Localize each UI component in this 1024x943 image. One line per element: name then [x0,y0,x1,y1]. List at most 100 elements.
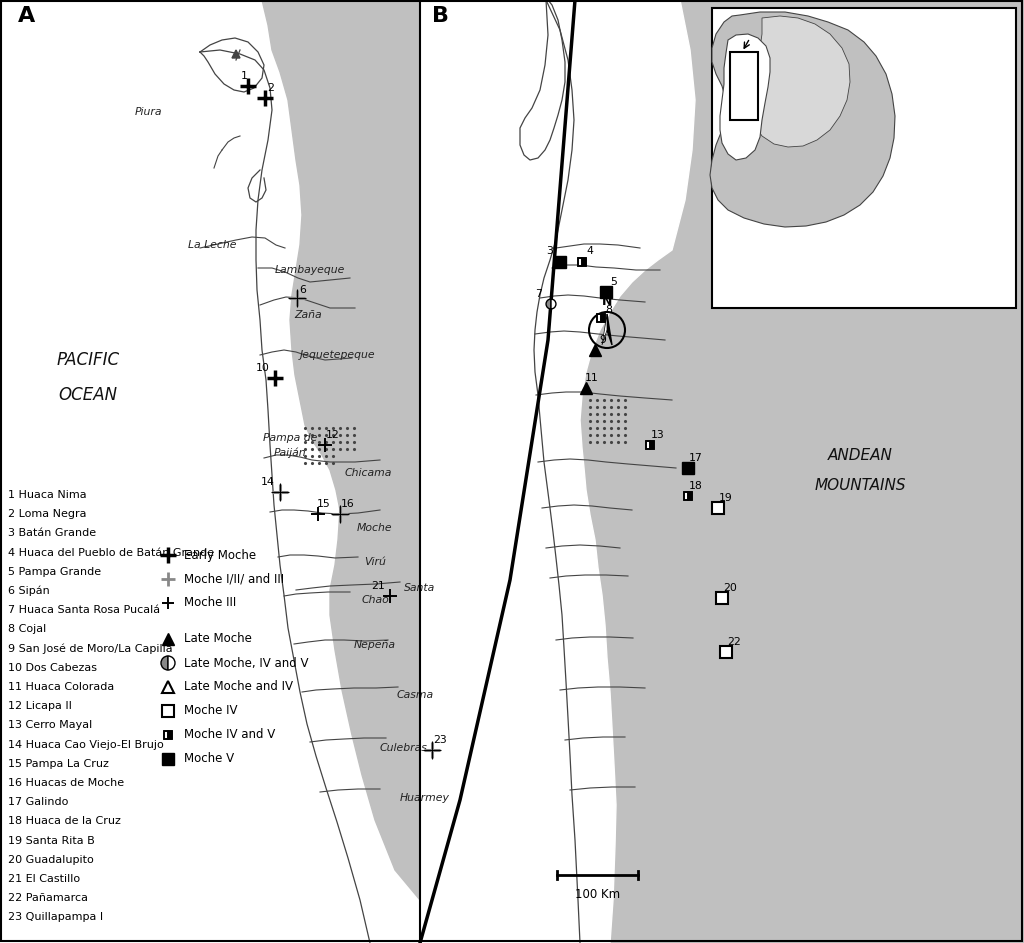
Text: 1 Huaca Nima: 1 Huaca Nima [8,490,87,500]
Text: Early Moche: Early Moche [184,549,256,561]
Polygon shape [420,0,1024,943]
Text: 21: 21 [371,581,385,591]
Polygon shape [750,16,850,147]
Text: Culebras: Culebras [379,743,427,753]
Text: 20 Guadalupito: 20 Guadalupito [8,854,94,865]
Text: 17: 17 [689,453,702,463]
Text: 19 Santa Rita B: 19 Santa Rita B [8,835,95,846]
Text: 14 Huaca Cao Viejo-El Brujo: 14 Huaca Cao Viejo-El Brujo [8,739,164,750]
Text: 17 Galindo: 17 Galindo [8,797,69,807]
Text: 3: 3 [547,246,553,256]
Text: 18: 18 [689,481,702,491]
Text: Paiján: Paiján [273,448,306,458]
Wedge shape [168,656,175,670]
Wedge shape [546,299,551,309]
Polygon shape [720,34,770,160]
Text: 22: 22 [727,637,741,647]
Text: 4 Huaca del Pueblo de Batán Grande: 4 Huaca del Pueblo de Batán Grande [8,548,214,557]
Text: 5: 5 [610,277,617,287]
Bar [597,314,601,323]
Bar [168,731,172,739]
Text: La Leche: La Leche [187,240,237,250]
Bar [578,258,586,266]
Polygon shape [0,0,420,943]
Wedge shape [551,299,556,309]
Bar [684,492,692,500]
Text: Late Moche and IV: Late Moche and IV [184,681,293,693]
Text: N: N [602,295,612,308]
Bar [164,731,168,739]
Polygon shape [602,314,607,345]
Text: Pampa de: Pampa de [263,433,317,443]
Text: Chao: Chao [361,595,389,605]
Bar [582,258,586,266]
Text: 23: 23 [433,735,446,745]
Text: 12: 12 [326,430,340,440]
Polygon shape [232,50,240,58]
Text: 7: 7 [536,289,543,299]
Text: 20: 20 [723,583,737,593]
Bar [712,8,1016,308]
Text: Piura: Piura [134,107,162,117]
Text: 6 Sipán: 6 Sipán [8,586,50,597]
Text: 6: 6 [300,285,306,295]
Text: 10 Dos Cabezas: 10 Dos Cabezas [8,663,97,672]
Text: 5 Pampa Grande: 5 Pampa Grande [8,567,101,577]
Wedge shape [161,656,168,670]
Text: Santa: Santa [404,583,435,593]
Text: 14: 14 [261,477,274,487]
Text: ANDEAN: ANDEAN [827,448,893,463]
Text: 3 Batán Grande: 3 Batán Grande [8,528,96,538]
Text: Late Moche, IV and V: Late Moche, IV and V [184,656,308,670]
Text: Casma: Casma [396,690,433,700]
Text: 7 Huaca Santa Rosa Pucalá: 7 Huaca Santa Rosa Pucalá [8,605,160,615]
Polygon shape [420,0,695,943]
Text: 10: 10 [256,363,270,373]
Text: Moche III: Moche III [184,597,237,609]
Text: 13: 13 [651,430,665,440]
Text: Virú: Virú [365,557,386,567]
Text: B: B [432,6,449,26]
Text: 18 Huaca de la Cruz: 18 Huaca de la Cruz [8,817,121,826]
Text: 13 Cerro Mayal: 13 Cerro Mayal [8,720,92,731]
Polygon shape [520,0,565,160]
Text: 1: 1 [241,71,248,81]
Bar [601,314,605,323]
Text: 9 San José de Moro/La Capilla: 9 San José de Moro/La Capilla [8,644,173,654]
Text: 23 Quillapampa I: 23 Quillapampa I [8,913,103,922]
Bar [646,441,654,449]
Text: 15 Pampa La Cruz: 15 Pampa La Cruz [8,759,109,769]
Text: 16 Huacas de Moche: 16 Huacas de Moche [8,778,124,788]
Bar [730,52,758,120]
Text: OCEAN: OCEAN [58,386,118,404]
Text: MOUNTAINS: MOUNTAINS [814,478,906,493]
Text: Moche IV: Moche IV [184,704,238,718]
Text: Moche IV and V: Moche IV and V [184,729,275,741]
Bar [650,441,654,449]
Text: A: A [18,6,35,26]
Bar [684,492,688,500]
Bar [646,441,650,449]
Text: 4: 4 [587,246,594,256]
Text: 11: 11 [585,373,599,383]
Text: 2: 2 [267,83,274,93]
Text: 8 Cojal: 8 Cojal [8,624,46,635]
Text: 11 Huaca Colorada: 11 Huaca Colorada [8,682,115,692]
Text: Nepeña: Nepeña [354,640,396,650]
Text: Chicama: Chicama [344,468,392,478]
Text: 16: 16 [341,499,355,509]
Text: 2 Loma Negra: 2 Loma Negra [8,509,86,520]
Text: Moche I/II/ and III: Moche I/II/ and III [184,572,284,586]
Text: PACIFIC: PACIFIC [56,351,120,369]
Text: 22 Pañamarca: 22 Pañamarca [8,893,88,903]
Bar [688,492,692,500]
Polygon shape [262,0,420,943]
Polygon shape [710,12,895,227]
Text: Jequetepeque: Jequetepeque [300,350,376,360]
Text: Moche V: Moche V [184,753,234,766]
Bar [164,731,172,739]
Bar [578,258,582,266]
Text: 21 El Castillo: 21 El Castillo [8,874,80,884]
Text: 100 Km: 100 Km [574,888,621,901]
Polygon shape [0,52,365,943]
